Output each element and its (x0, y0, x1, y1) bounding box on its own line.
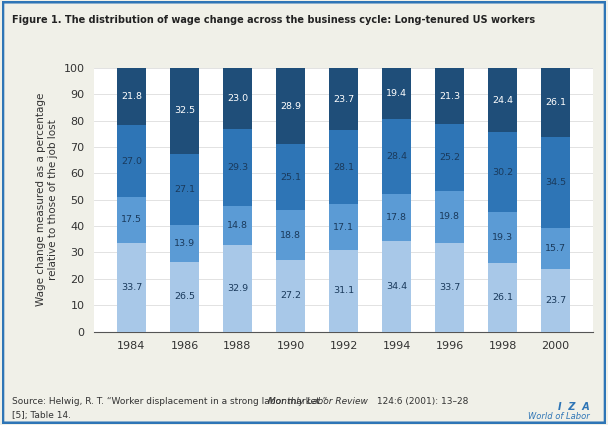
Y-axis label: Wage change measured as a percentage
relative to those of the job lost: Wage change measured as a percentage rel… (36, 93, 58, 306)
Bar (541, 137, 570, 228)
Bar (488, 263, 517, 332)
Text: 24.4: 24.4 (492, 96, 513, 105)
Bar (276, 260, 305, 332)
Bar (223, 245, 252, 332)
Text: 27.1: 27.1 (174, 185, 195, 194)
Bar (541, 68, 570, 137)
Bar (117, 197, 146, 243)
Bar (329, 130, 358, 204)
Bar (329, 68, 358, 130)
Bar (276, 68, 305, 144)
Text: 32.5: 32.5 (174, 106, 195, 115)
Bar (382, 119, 411, 194)
Bar (435, 68, 464, 124)
Text: Monthly Labor Review: Monthly Labor Review (268, 397, 367, 406)
Bar (170, 262, 199, 332)
Bar (117, 68, 146, 125)
Text: 34.4: 34.4 (386, 282, 407, 291)
Text: 14.8: 14.8 (227, 221, 248, 230)
Text: 33.7: 33.7 (121, 283, 142, 292)
Text: 25.1: 25.1 (280, 173, 301, 182)
Bar (223, 68, 252, 129)
Text: 23.7: 23.7 (545, 296, 566, 305)
Bar (276, 144, 305, 210)
Text: 18.8: 18.8 (280, 230, 301, 240)
Text: 28.4: 28.4 (386, 152, 407, 161)
Bar (488, 132, 517, 212)
Bar (170, 225, 199, 262)
Bar (382, 241, 411, 332)
Text: 15.7: 15.7 (545, 244, 566, 253)
Text: 23.0: 23.0 (227, 94, 248, 103)
Bar (117, 243, 146, 332)
Text: 26.1: 26.1 (492, 293, 513, 302)
Bar (170, 68, 199, 154)
Bar (382, 68, 411, 119)
Text: 26.1: 26.1 (545, 98, 566, 107)
Text: 19.3: 19.3 (492, 233, 513, 242)
Text: 32.9: 32.9 (227, 283, 248, 293)
Text: 26.5: 26.5 (174, 292, 195, 301)
Text: 17.5: 17.5 (121, 215, 142, 224)
Text: 124:6 (2001): 13–28: 124:6 (2001): 13–28 (374, 397, 468, 406)
Bar (488, 68, 517, 132)
Bar (435, 124, 464, 190)
Bar (435, 243, 464, 332)
Bar (488, 212, 517, 263)
Bar (435, 190, 464, 243)
Bar (541, 228, 570, 269)
Bar (223, 206, 252, 245)
Text: I  Z  A: I Z A (558, 402, 590, 412)
Text: 19.8: 19.8 (439, 212, 460, 221)
Text: 17.1: 17.1 (333, 223, 354, 232)
Text: 29.3: 29.3 (227, 163, 248, 172)
Bar (329, 249, 358, 332)
Text: 25.2: 25.2 (439, 153, 460, 162)
Text: 19.4: 19.4 (386, 89, 407, 98)
Text: [5]; Table 14.: [5]; Table 14. (12, 411, 71, 420)
Text: Source: Helwig, R. T. “Worker displacement in a strong labor market.”: Source: Helwig, R. T. “Worker displaceme… (12, 397, 330, 406)
Bar (276, 210, 305, 260)
Text: 27.2: 27.2 (280, 291, 301, 300)
Text: 31.1: 31.1 (333, 286, 354, 295)
Bar (329, 204, 358, 249)
Text: 13.9: 13.9 (174, 239, 195, 248)
Bar (223, 129, 252, 206)
Bar (382, 194, 411, 241)
Text: 30.2: 30.2 (492, 167, 513, 176)
Text: World of Labor: World of Labor (528, 412, 590, 421)
Text: 17.8: 17.8 (386, 213, 407, 222)
Bar (170, 154, 199, 225)
Text: 28.1: 28.1 (333, 163, 354, 172)
Text: 27.0: 27.0 (121, 156, 142, 165)
Text: 34.5: 34.5 (545, 178, 566, 187)
Text: 23.7: 23.7 (333, 95, 354, 104)
Text: Figure 1. The distribution of wage change across the business cycle: Long-tenure: Figure 1. The distribution of wage chang… (12, 15, 535, 25)
Bar (541, 269, 570, 332)
Text: 21.3: 21.3 (439, 91, 460, 101)
Text: 33.7: 33.7 (439, 283, 460, 292)
Text: 28.9: 28.9 (280, 102, 301, 111)
Text: 21.8: 21.8 (121, 92, 142, 101)
Bar (117, 125, 146, 197)
